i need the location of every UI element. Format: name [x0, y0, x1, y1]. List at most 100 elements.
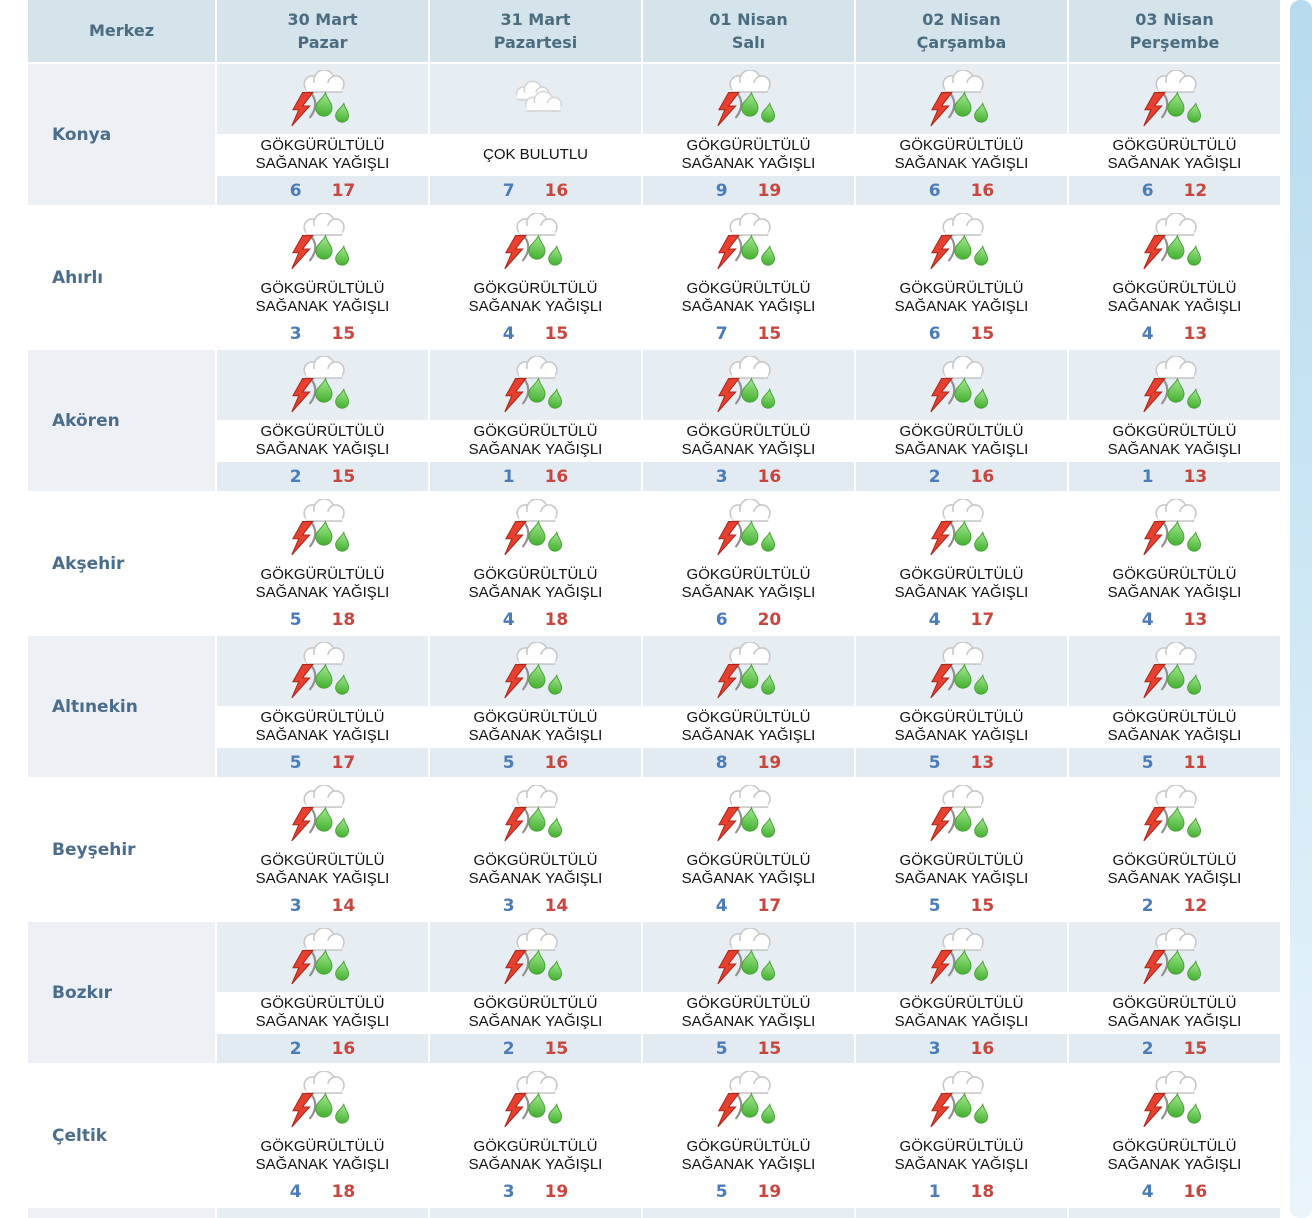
min-temperature: 2	[502, 1038, 515, 1059]
thunderstorm-rain-icon	[290, 1071, 349, 1128]
thunderstorm-rain-icon	[716, 928, 775, 985]
thunderstorm-rain-icon	[290, 928, 349, 985]
temperature-band: 2 15	[430, 1034, 641, 1063]
max-temperature: 15	[757, 323, 782, 344]
column-header-merkez: Merkez	[28, 0, 215, 62]
thunderstorm-rain-icon	[290, 785, 349, 842]
weather-icon-band	[217, 636, 428, 706]
temperature-band: 6 15	[856, 319, 1067, 348]
district-name: Konya	[52, 124, 112, 145]
min-temperature: 6	[1141, 180, 1154, 201]
max-temperature: 16	[331, 1038, 356, 1059]
weather-icon-band	[217, 64, 428, 134]
district-name: Akören	[52, 410, 120, 431]
weather-icon-band	[856, 922, 1067, 992]
weather-description: GÖKGÜRÜLTÜLÜ SAĞANAK YAĞIŞLI	[430, 277, 641, 319]
temperature-band: 5 15	[643, 1034, 854, 1063]
forecast-cell: GÖKGÜRÜLTÜLÜ SAĞANAK YAĞIŞLI 5 18	[217, 493, 428, 634]
temperature-band: 6 20	[643, 605, 854, 634]
thunderstorm-rain-icon	[1142, 785, 1201, 842]
forecast-row: Çeltik GÖKGÜRÜLTÜLÜ SAĞANAK YAĞIŞLI 4 18	[28, 1065, 1280, 1206]
column-header-day: 03 Nisan Perşembe	[1069, 0, 1280, 62]
max-temperature: 13	[970, 752, 995, 773]
forecast-cell: GÖKGÜRÜLTÜLÜ SAĞANAK YAĞIŞLI 1 13	[1069, 350, 1280, 491]
min-temperature: 4	[928, 609, 941, 630]
weather-description: GÖKGÜRÜLTÜLÜ SAĞANAK YAĞIŞLI	[856, 563, 1067, 605]
weather-description: GÖKGÜRÜLTÜLÜ SAĞANAK YAĞIŞLI	[856, 134, 1067, 176]
min-temperature: 5	[1141, 752, 1154, 773]
min-temperature: 2	[289, 1038, 302, 1059]
thunderstorm-rain-icon	[1142, 356, 1201, 413]
temperature-band: 3 16	[856, 1034, 1067, 1063]
weather-icon-band	[1069, 493, 1280, 563]
thunderstorm-rain-icon	[929, 499, 988, 556]
min-temperature: 4	[715, 895, 728, 916]
max-temperature: 15	[1183, 1038, 1208, 1059]
temperature-band: 6 17	[217, 176, 428, 205]
min-temperature: 2	[1141, 1038, 1154, 1059]
forecast-cell: GÖKGÜRÜLTÜLÜ SAĞANAK YAĞIŞLI 2 16	[856, 350, 1067, 491]
forecast-row: Ahırlı GÖKGÜRÜLTÜLÜ SAĞANAK YAĞIŞLI 3 15	[28, 207, 1280, 348]
weather-icon-band	[430, 636, 641, 706]
weather-icon-band	[643, 64, 854, 134]
max-temperature: 13	[1183, 323, 1208, 344]
max-temperature: 18	[331, 1181, 356, 1202]
min-temperature: 1	[502, 466, 515, 487]
min-temperature: 5	[289, 752, 302, 773]
weather-description: GÖKGÜRÜLTÜLÜ SAĞANAK YAĞIŞLI	[856, 1135, 1067, 1177]
weather-icon-band	[856, 350, 1067, 420]
forecast-cell: GÖKGÜRÜLTÜLÜ SAĞANAK YAĞIŞLI 5 17	[217, 636, 428, 777]
forecast-cell: GÖKGÜRÜLTÜLÜ SAĞANAK YAĞIŞLI 7 15	[643, 207, 854, 348]
temperature-band: 5 16	[430, 748, 641, 777]
scrollbar-track[interactable]	[1290, 0, 1312, 1218]
weather-icon-band	[1069, 1065, 1280, 1135]
thunderstorm-rain-icon	[716, 70, 775, 127]
weather-icon-band	[430, 779, 641, 849]
weather-description: GÖKGÜRÜLTÜLÜ SAĞANAK YAĞIŞLI	[1069, 706, 1280, 748]
forecast-row: Akören GÖKGÜRÜLTÜLÜ SAĞANAK YAĞIŞLI 2 15	[28, 350, 1280, 491]
weather-icon-band	[1069, 636, 1280, 706]
weather-icon-band	[856, 1065, 1067, 1135]
min-temperature: 6	[928, 180, 941, 201]
weather-icon-band	[430, 493, 641, 563]
weather-icon-band	[1069, 922, 1280, 992]
thunderstorm-rain-icon	[929, 1071, 988, 1128]
min-temperature: 5	[289, 609, 302, 630]
weather-description: GÖKGÜRÜLTÜLÜ SAĞANAK YAĞIŞLI	[217, 420, 428, 462]
max-temperature: 19	[757, 180, 782, 201]
min-temperature: 1	[1141, 466, 1154, 487]
weather-description: GÖKGÜRÜLTÜLÜ SAĞANAK YAĞIŞLI	[856, 849, 1067, 891]
min-temperature: 4	[1141, 609, 1154, 630]
weather-description: GÖKGÜRÜLTÜLÜ SAĞANAK YAĞIŞLI	[643, 134, 854, 176]
weather-icon-band	[217, 1065, 428, 1135]
max-temperature: 11	[1183, 752, 1208, 773]
day-date: 01 Nisan	[709, 9, 788, 29]
weather-icon-band	[430, 64, 641, 134]
thunderstorm-rain-icon	[929, 213, 988, 270]
min-temperature: 2	[289, 466, 302, 487]
max-temperature: 15	[331, 323, 356, 344]
min-temperature: 8	[715, 752, 728, 773]
forecast-cell: GÖKGÜRÜLTÜLÜ SAĞANAK YAĞIŞLI 4 18	[430, 493, 641, 634]
min-temperature: 6	[289, 180, 302, 201]
weather-icon-band	[856, 207, 1067, 277]
forecast-cell: GÖKGÜRÜLTÜLÜ SAĞANAK YAĞIŞLI 4 17	[643, 779, 854, 920]
thunderstorm-rain-icon	[716, 1071, 775, 1128]
thunderstorm-rain-icon	[503, 928, 562, 985]
max-temperature: 13	[1183, 466, 1208, 487]
weather-description: GÖKGÜRÜLTÜLÜ SAĞANAK YAĞIŞLI	[217, 992, 428, 1034]
max-temperature: 18	[331, 609, 356, 630]
min-temperature: 3	[715, 466, 728, 487]
header-row: Merkez 30 Mart Pazar 31 Mart Pazartesi 01 Nis…	[28, 0, 1280, 62]
temperature-band: 4 17	[643, 891, 854, 920]
temperature-band: 6 12	[1069, 176, 1280, 205]
day-weekday: Çarşamba	[916, 33, 1007, 52]
min-temperature: 2	[1141, 895, 1154, 916]
weather-description: GÖKGÜRÜLTÜLÜ SAĞANAK YAĞIŞLI	[1069, 563, 1280, 605]
temperature-band: 2 15	[217, 462, 428, 491]
max-temperature: 19	[544, 1181, 569, 1202]
min-temperature: 5	[715, 1038, 728, 1059]
weather-description: GÖKGÜRÜLTÜLÜ SAĞANAK YAĞIŞLI	[217, 134, 428, 176]
column-header-day: 01 Nisan Salı	[643, 0, 854, 62]
min-temperature: 6	[715, 609, 728, 630]
